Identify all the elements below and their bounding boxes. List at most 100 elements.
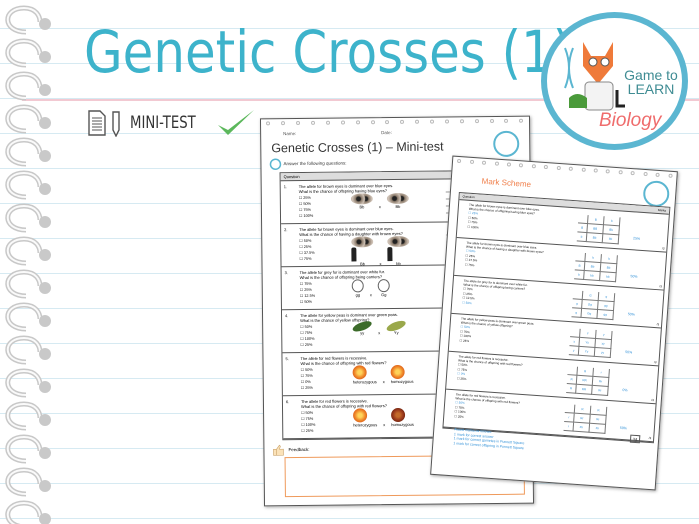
parent-2-genotype: Bb <box>395 203 401 210</box>
option-label: 100% <box>305 422 316 427</box>
parent-2-genotype: homozygous <box>390 378 414 385</box>
question-marks: /3 <box>656 322 660 327</box>
answer-option[interactable]: ☐ 50% <box>299 299 312 305</box>
eye-image <box>387 235 410 248</box>
spiral-ring <box>5 137 51 167</box>
cross-images: Bb x bb <box>351 235 410 267</box>
worksheet-title: Genetic Crosses (1) – Mini-test <box>271 139 444 156</box>
spiral-hole <box>643 171 648 177</box>
answer-option[interactable]: ☐ 100% <box>298 213 314 219</box>
answer-option[interactable]: ☐ 25% <box>300 342 313 348</box>
option-label: 75% <box>305 373 313 378</box>
spiral-ring <box>5 434 51 464</box>
spiral-hole <box>430 119 435 124</box>
eye-image <box>351 236 374 248</box>
mini-test-worksheet: Name: Date: Genetic Crosses (1) – Mini-t… <box>259 115 535 507</box>
sheet-spiral-holes <box>453 158 677 179</box>
answer-option[interactable]: ☐ 75% <box>299 256 312 262</box>
cross-images: yy x Yy <box>351 318 407 336</box>
spiral-hole <box>504 118 509 123</box>
answer-options: ☐ 75% ☐ 25% ☐ 12.5% ☐ 50% <box>462 287 475 306</box>
spiral-hole <box>630 171 636 176</box>
parent-2: Bb <box>386 192 409 210</box>
total-marks: /18 <box>629 434 641 444</box>
marks-header: Marks <box>657 207 667 213</box>
punnett-cell: gg <box>597 310 614 321</box>
option-label: 50% <box>305 410 314 415</box>
correct-answer: 50% <box>619 425 627 431</box>
option-label: 100% <box>304 336 315 341</box>
option-label: 25% <box>462 338 470 343</box>
flower-image <box>352 365 367 380</box>
notebook-icon <box>269 158 282 171</box>
thumbs-up-icon <box>273 444 284 456</box>
spiral-hole <box>668 173 673 178</box>
logo-line2: LEARN <box>627 81 675 97</box>
spiral-hole <box>581 167 586 172</box>
answer-option: ☐ 25% <box>459 337 470 343</box>
spiral-hole <box>606 169 611 174</box>
logo-text: Game to LEARN <box>623 68 679 96</box>
spiral-ring <box>5 203 51 233</box>
spiral-hole <box>519 163 524 168</box>
option-label: 75% <box>468 262 475 267</box>
punnett-cell: bb <box>600 272 617 283</box>
sheet-spiral-holes <box>261 118 529 126</box>
spiral-ring <box>5 335 51 365</box>
fox-scientist-icon <box>564 42 625 111</box>
game-to-learn-logo: Game to LEARN Biology <box>541 12 688 150</box>
spiral-ring <box>5 401 51 431</box>
notebook-line <box>0 28 699 29</box>
answer-option[interactable]: ☐ 25% <box>300 385 313 391</box>
spiral-hole <box>519 118 524 123</box>
mini-test-label: MINI-TEST <box>130 113 196 133</box>
correct-answer: 50% <box>627 312 635 317</box>
answer-options: ☐ 50% ☐ 75% ☐ 100% ☐ 25% <box>454 400 466 419</box>
parent-2: Yy <box>385 318 407 335</box>
option-label: 75% <box>305 416 314 421</box>
correct-answer: 0% <box>622 387 628 393</box>
option-label: 25% <box>305 385 313 390</box>
cross-symbol: x <box>378 330 381 336</box>
answer-option: ☐ 50% <box>462 300 472 305</box>
person-image <box>387 247 393 262</box>
punnett-cell: r <box>563 421 575 432</box>
spiral-hole <box>544 164 549 170</box>
document-icon <box>88 110 106 136</box>
question-number: 3. <box>284 270 288 276</box>
option-label: 25% <box>457 414 464 419</box>
option-label: 50% <box>305 367 313 372</box>
spiral-hole <box>469 159 474 165</box>
spiral-ring <box>5 236 51 266</box>
option-label: 50% <box>304 324 313 329</box>
option-label: 50% <box>303 238 312 243</box>
parent-2: bb <box>387 235 410 266</box>
spiral-ring <box>5 500 51 524</box>
punnett-cell: bb <box>602 234 620 245</box>
parent-2: Gg <box>377 279 390 297</box>
spiral-hole <box>340 120 345 125</box>
spiral-hole <box>385 120 390 125</box>
date-field-label: Date: <box>381 130 392 136</box>
punnett-cell: g <box>571 308 583 318</box>
question-number: 1. <box>283 184 288 190</box>
answer-option[interactable]: ☐ 25% <box>301 428 314 434</box>
logo-line1: Game to <box>624 67 678 83</box>
cross-symbol: x <box>378 204 381 210</box>
eye-image <box>350 193 373 205</box>
option-label: 50% <box>465 300 472 305</box>
option-label: 100% <box>303 213 314 218</box>
option-label: 100% <box>470 224 479 230</box>
option-label: 25% <box>304 287 312 292</box>
option-label: 25% <box>304 342 313 347</box>
parent-1-genotype: gg <box>355 292 361 298</box>
punnett-cell: Gg <box>581 308 599 320</box>
question-number: 6. <box>285 399 290 405</box>
subtitle-row: MINI-TEST <box>88 108 256 138</box>
flower-image <box>390 364 405 380</box>
punnett-cell: Rr <box>592 385 609 396</box>
spiral-ring <box>5 104 51 134</box>
spiral-hole <box>281 121 286 126</box>
